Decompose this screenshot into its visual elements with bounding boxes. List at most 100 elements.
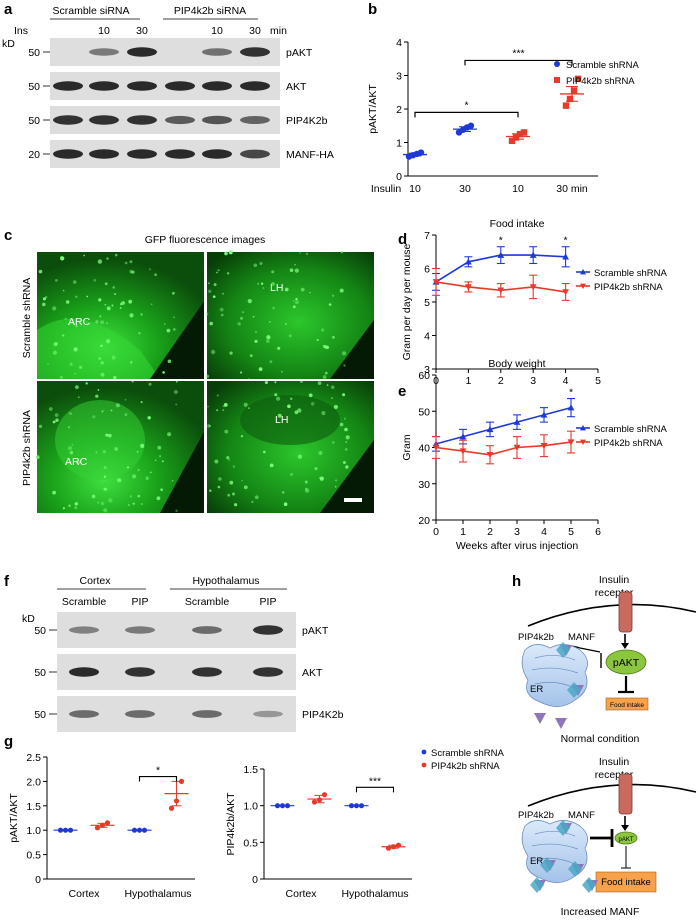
gfp-cell — [297, 408, 302, 413]
gfp-cell — [281, 370, 283, 373]
data-point — [513, 418, 521, 425]
x-tick-label: 3 — [530, 375, 536, 387]
chart-g2: 0 0.5 1.0 1.5 PIP4k2b/AKT Cortex Hypothalamus *… — [225, 748, 505, 900]
y-tick-label: 4 — [424, 331, 430, 343]
gfp-cell — [229, 351, 233, 355]
significance-label: * — [569, 387, 573, 399]
blot-protein-label: PIP4K2b — [286, 115, 328, 127]
y-tick-label: 2 — [396, 104, 402, 116]
scale-bar — [344, 498, 362, 502]
y-tick-label: 0 — [35, 874, 41, 886]
x-tick-label: 4 — [563, 375, 569, 387]
gfp-cell — [305, 487, 308, 490]
gfp-cell — [117, 478, 122, 483]
gfp-cell — [289, 472, 294, 477]
mw-label: 50 — [34, 667, 46, 679]
data-point — [580, 439, 586, 445]
panel-letter-a: a — [4, 1, 13, 18]
gfp-cell — [130, 361, 133, 364]
gfp-cell — [224, 251, 228, 256]
data-point — [562, 102, 570, 109]
min-label: min — [270, 25, 287, 37]
gfp-cell — [166, 328, 171, 333]
gfp-cell — [216, 394, 219, 397]
blot-band — [127, 115, 157, 125]
gfp-cell — [102, 450, 107, 454]
gfp-cell — [299, 252, 301, 254]
gfp-cell — [207, 405, 209, 408]
mw-label: 50 — [34, 625, 46, 637]
gfp-cell — [297, 454, 302, 459]
gfp-cell — [276, 396, 281, 401]
x-group-label: Cortex — [69, 888, 101, 900]
y-tick-label: 4 — [396, 37, 402, 49]
lane-label: Scramble — [185, 596, 230, 608]
x-tick-label: 2 — [498, 375, 504, 387]
gfp-cell — [209, 321, 213, 326]
gfp-cell — [85, 382, 88, 385]
blot-band — [89, 81, 119, 91]
blot-band — [69, 667, 99, 677]
blot-band — [69, 710, 99, 718]
gfp-cell — [290, 397, 293, 400]
schematic-normal: Insulin receptor pAKT Food intake ER PIP… — [518, 574, 697, 745]
food-intake-box — [605, 697, 649, 711]
pakt-node — [605, 649, 647, 675]
gfp-cell — [52, 306, 57, 311]
panel-a: a Scramble siRNA PIP4k2b siRNA Ins kD 10… — [2, 1, 334, 168]
gfp-cell — [68, 504, 71, 508]
gfp-cell — [288, 334, 292, 338]
gfp-cell — [67, 426, 70, 429]
gfp-cell — [108, 498, 113, 503]
blot-band — [202, 115, 232, 125]
gfp-cell — [205, 374, 210, 378]
gfp-cell — [220, 313, 224, 317]
y-axis-label: Gram — [401, 434, 413, 461]
gfp-cell — [333, 404, 338, 410]
gfp-cell — [247, 299, 252, 304]
scramble-group-label: Scramble siRNA — [52, 5, 129, 17]
blot-band — [127, 47, 157, 57]
gfp-cell — [47, 363, 49, 365]
gfp-cell — [339, 422, 344, 427]
pip4k2b-icon — [568, 861, 582, 877]
blot-band — [125, 626, 155, 634]
gfp-cell — [316, 338, 319, 342]
legend-label: Scramble shRNA — [594, 268, 668, 279]
gfp-cell — [100, 501, 105, 506]
receptor-label: Insulin — [599, 574, 630, 586]
mw-label: 50 — [34, 709, 46, 721]
data-point — [580, 269, 586, 275]
blots-f: pAKT 50 AKT 50 PIP4K2b 50 — [34, 612, 344, 732]
gfp-cell — [100, 361, 104, 365]
series-line — [435, 406, 572, 445]
gfp-cell — [73, 347, 78, 352]
blot-band — [202, 48, 232, 56]
gfp-cell — [294, 263, 296, 266]
gfp-cell — [126, 466, 130, 469]
gfp-cell — [172, 291, 175, 295]
data-point — [321, 792, 328, 798]
y-tick-label: 40 — [418, 443, 430, 455]
kd-label-f: kD — [22, 613, 35, 625]
gfp-cell — [232, 492, 235, 496]
gfp-cell — [147, 416, 151, 420]
blot-band — [202, 149, 232, 159]
gfp-cell — [240, 435, 244, 438]
blot-band — [253, 710, 283, 718]
gfp-cell — [114, 447, 118, 451]
gfp-cell — [59, 375, 63, 379]
data-point — [432, 444, 440, 451]
significance-label: * — [564, 235, 568, 247]
blot-band — [240, 81, 270, 91]
gfp-cell — [171, 479, 174, 482]
gfp-cell — [262, 287, 265, 289]
panel-letter-g: g — [4, 733, 13, 750]
time-label: 10 — [211, 25, 223, 37]
panel-f: f Cortex Hypothalamus Scramble PIP Scram… — [4, 573, 344, 732]
data-point — [311, 799, 318, 805]
panel-letter-f: f — [4, 573, 10, 590]
gfp-cell — [69, 412, 72, 415]
gfp-cell — [229, 480, 234, 485]
